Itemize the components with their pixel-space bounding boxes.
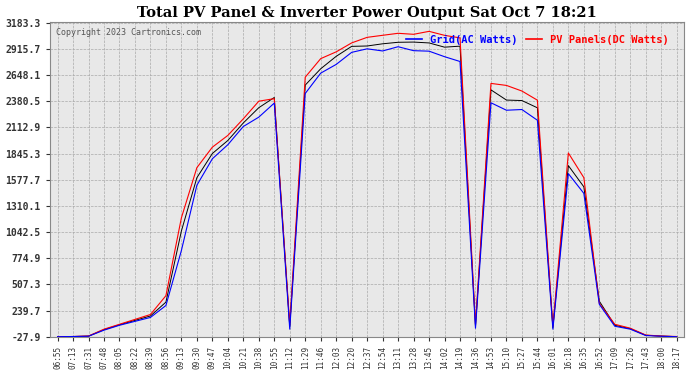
- Legend: Grid(AC Watts), PV Panels(DC Watts): Grid(AC Watts), PV Panels(DC Watts): [402, 30, 673, 49]
- Text: Copyright 2023 Cartronics.com: Copyright 2023 Cartronics.com: [56, 28, 201, 38]
- Title: Total PV Panel & Inverter Power Output Sat Oct 7 18:21: Total PV Panel & Inverter Power Output S…: [137, 6, 597, 20]
